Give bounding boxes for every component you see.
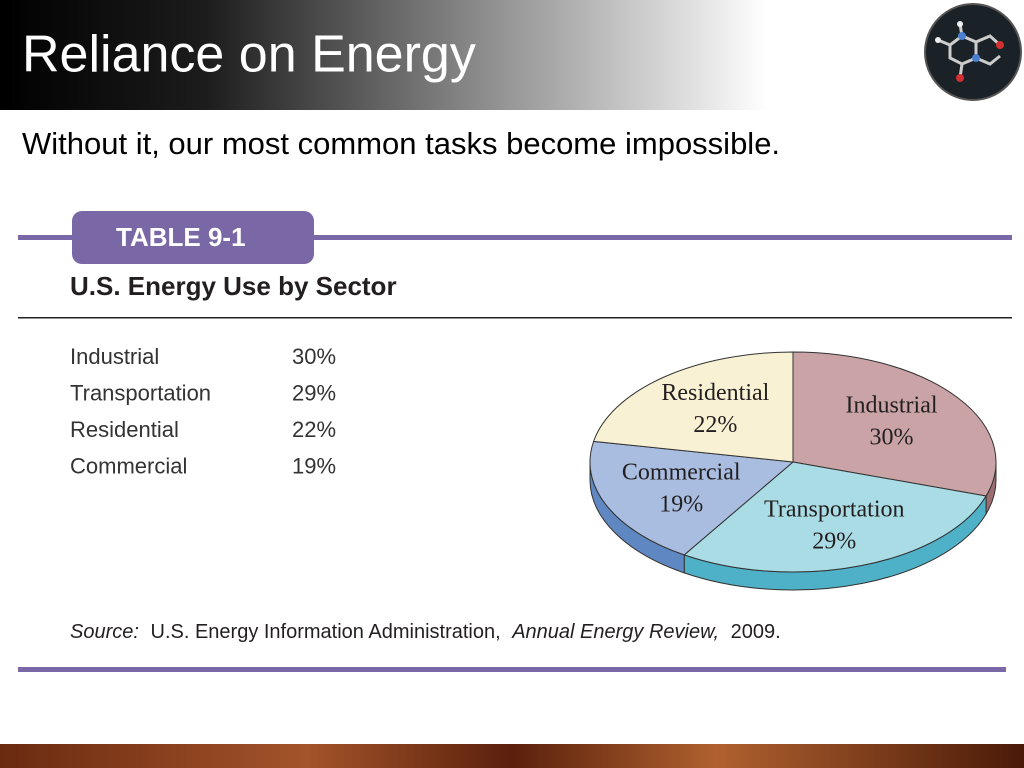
rule: [18, 667, 1006, 672]
slice-value: 29%: [812, 529, 856, 555]
slice-value: 19%: [659, 492, 703, 518]
row-sector: Industrial: [70, 344, 159, 369]
slice: [683, 461, 987, 573]
header-bar: [0, 0, 1024, 110]
table-title: U.S. Energy Use by Sector: [70, 271, 397, 301]
row-share: 30%: [292, 344, 336, 369]
row-share: 19%: [292, 453, 336, 478]
rule: [18, 317, 1012, 319]
slice-value: 30%: [870, 424, 914, 450]
source-note: Source: U.S. Energy Information Administ…: [70, 621, 781, 643]
row-sector: Residential: [70, 417, 179, 442]
slice-value: 22%: [693, 412, 737, 438]
footer-strip: [0, 744, 1024, 768]
source-publication: Annual Energy Review,: [511, 621, 719, 643]
slice: [792, 351, 997, 497]
slice-name: Transportation: [764, 497, 904, 523]
source-agency: U.S. Energy Information Administration,: [151, 621, 501, 643]
row-share: 29%: [292, 380, 336, 405]
slice: [592, 351, 794, 463]
row-sector: Transportation: [70, 380, 211, 405]
slice-name: Residential: [661, 380, 769, 406]
slide-subtitle: Without it, our most common tasks become…: [22, 126, 780, 161]
slide-title: Reliance on Energy: [22, 26, 476, 84]
table-label-tab: [72, 211, 314, 264]
row-sector: Commercial: [70, 453, 187, 478]
slice: [589, 440, 795, 556]
source-label: Source:: [70, 621, 139, 643]
table-label: TABLE 9-1: [116, 222, 246, 252]
row-share: 22%: [292, 417, 336, 442]
molecule-icon: [924, 3, 1022, 101]
source-year: 2009.: [731, 621, 781, 643]
slice-name: Industrial: [846, 392, 938, 418]
header-edge: [0, 0, 12, 110]
slice-name: Commercial: [622, 460, 741, 486]
rule: [18, 235, 1012, 240]
